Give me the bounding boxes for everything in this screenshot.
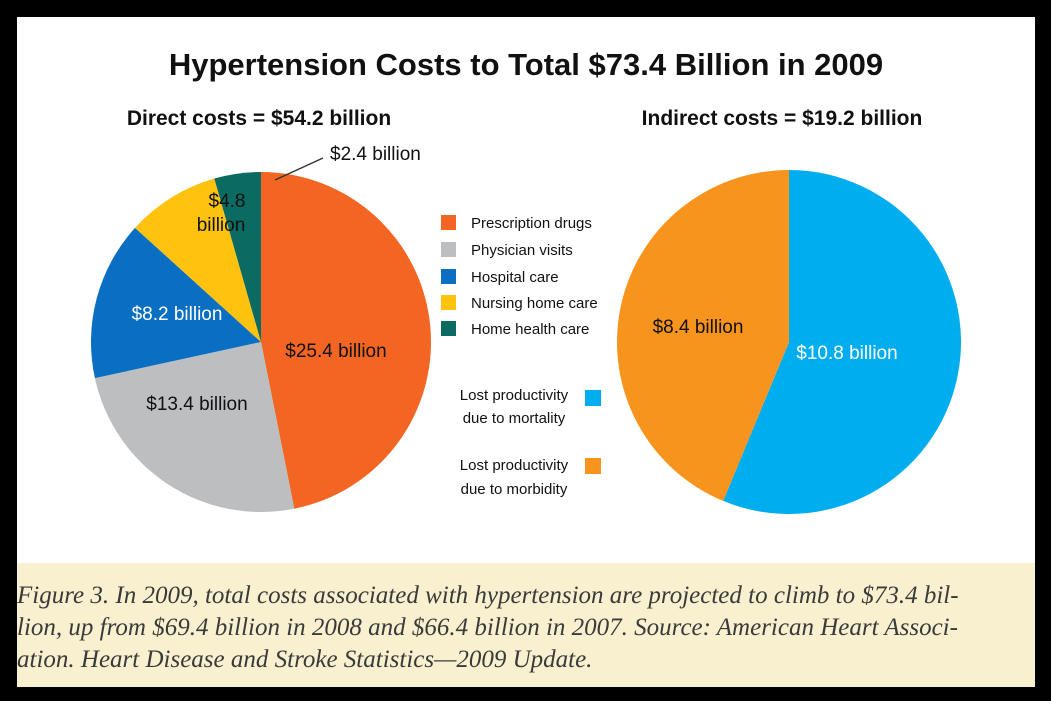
indirect-legend: Lost productivity due to mortality Lost … — [460, 387, 601, 498]
label-mortality: $10.8 billion — [796, 343, 897, 364]
legend-label-prescription-drugs: Prescription drugs — [471, 215, 592, 232]
figure-title: Hypertension Costs to Total $73.4 Billio… — [169, 47, 883, 82]
legend-swatch-mortality — [585, 390, 601, 406]
legend-label-hospital-care: Hospital care — [471, 269, 559, 286]
caption-line-3: ation. Heart Disease and Stroke Statisti… — [17, 646, 593, 673]
label-morbidity: $8.4 billion — [653, 317, 744, 338]
legend-label-physician-visits: Physician visits — [471, 242, 573, 259]
pie-slice-nursing-home-care — [135, 178, 261, 342]
legend-label-home-health-care: Home health care — [471, 321, 589, 338]
label-home-health-care: $2.4 billion — [330, 144, 421, 165]
caption-box: Figure 3. In 2009, total costs associate… — [17, 563, 1035, 687]
pie-slice-lost-productivity-due-to-mortality — [723, 170, 962, 514]
legend-swatch-morbidity — [585, 458, 601, 474]
leader-line-home-health — [274, 157, 324, 181]
label-nursing-home-care: $4.8 billion — [197, 191, 246, 236]
direct-legend: Prescription drugs Physician visits Hosp… — [441, 215, 598, 338]
legend-swatch-prescription-drugs — [441, 215, 456, 230]
legend-label-nursing-home-care: Nursing home care — [471, 295, 598, 312]
label-hospital-care: $8.2 billion — [132, 304, 223, 325]
figure-panel: Hypertension Costs to Total $73.4 Billio… — [17, 17, 1035, 563]
caption-line-1: Figure 3. In 2009, total costs associate… — [17, 582, 959, 609]
legend-label-morbidity-line2: due to morbidity — [461, 481, 568, 498]
direct-pie-title: Direct costs = $54.2 billion — [127, 107, 391, 130]
legend-swatch-home-health-care — [441, 321, 456, 336]
legend-label-mortality-line2: due to mortality — [463, 410, 566, 427]
indirect-pie-title: Indirect costs = $19.2 billion — [642, 107, 923, 130]
chart-canvas: Hypertension Costs to Total $73.4 Billio… — [91, 47, 962, 514]
figure-caption: Figure 3. In 2009, total costs associate… — [17, 580, 1027, 676]
pie-slice-prescription-drugs — [261, 172, 431, 509]
direct-cost-pie — [91, 172, 431, 512]
label-physician-visits: $13.4 billion — [146, 394, 247, 415]
legend-label-mortality-line1: Lost productivity — [460, 387, 569, 404]
pie-slice-home-health-care — [214, 172, 261, 342]
pie-slice-hospital-care — [91, 227, 262, 379]
label-prescription-drugs: $25.4 billion — [285, 341, 386, 362]
legend-label-morbidity-line1: Lost productivity — [460, 457, 569, 474]
legend-swatch-hospital-care — [441, 269, 456, 284]
pie-slice-lost-productivity-due-to-morbidity — [617, 170, 789, 501]
indirect-cost-pie — [617, 170, 962, 514]
legend-swatch-nursing-home-care — [441, 295, 456, 310]
legend-swatch-physician-visits — [441, 242, 456, 257]
caption-line-2: lion, up from $69.4 billion in 2008 and … — [17, 614, 958, 641]
pie-slice-physician-visits — [94, 342, 295, 512]
